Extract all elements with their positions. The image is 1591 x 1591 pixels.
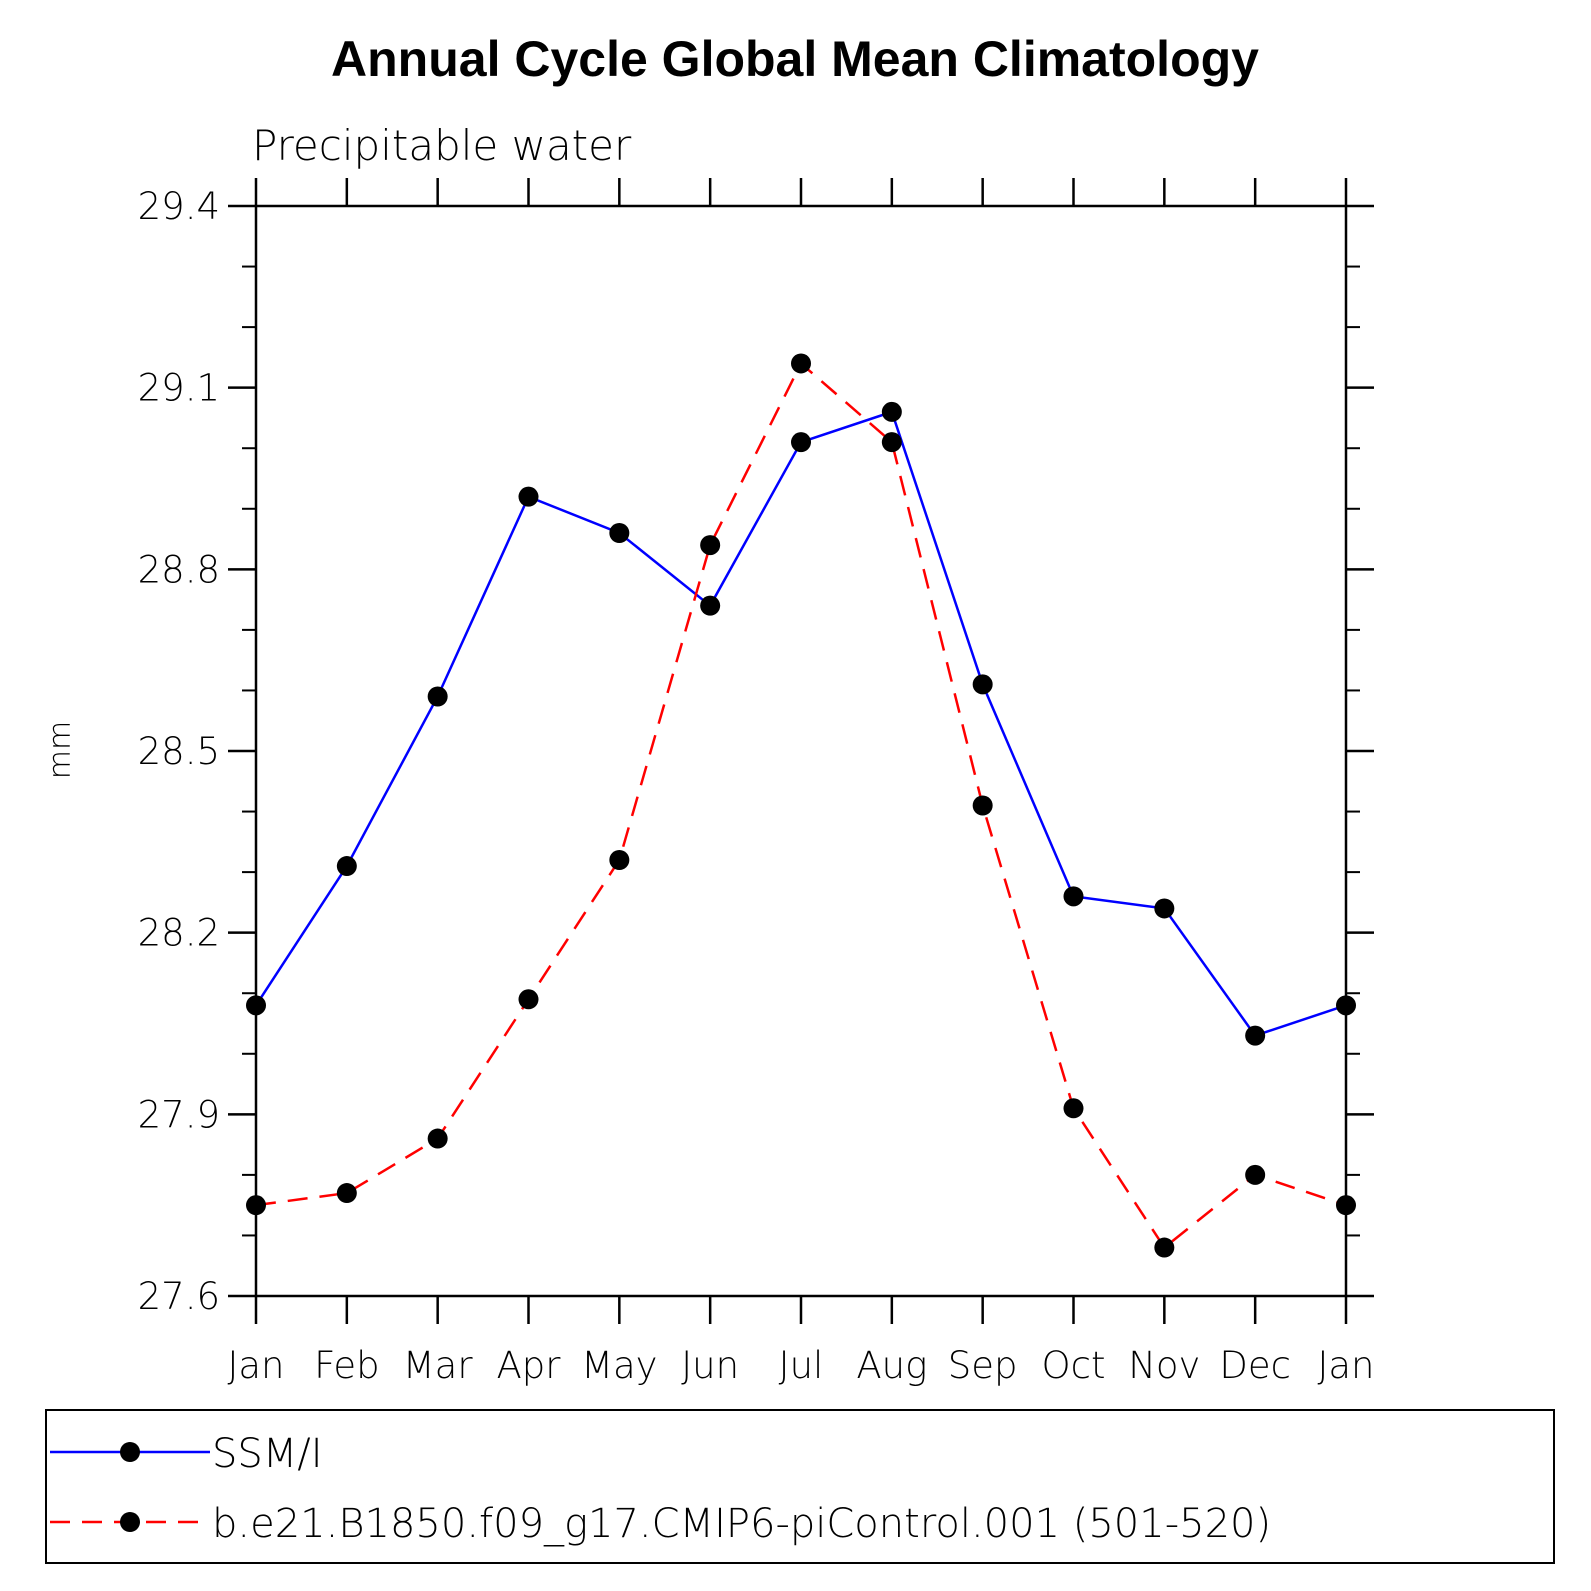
x-tick-label: Jan — [1317, 1344, 1374, 1387]
series-line-1 — [255, 361, 1347, 1250]
series-0-point — [700, 595, 721, 616]
x-tick-label: May — [581, 1344, 658, 1387]
x-tick-label: Feb — [314, 1344, 380, 1387]
x-tick-label: Nov — [1128, 1344, 1200, 1387]
x-tick-label: Mar — [403, 1344, 474, 1387]
y-tick-label: 28.8 — [138, 548, 220, 591]
legend-item-cmip6: b.e21.B1850.f09_g17.CMIP6-piControl.001 … — [50, 1501, 1271, 1547]
chart-title: Annual Cycle Global Mean Climatology — [331, 31, 1259, 87]
x-tick-label: Jul — [779, 1344, 824, 1387]
x-tick-label: Jan — [227, 1344, 284, 1387]
y-tick-label: 27.9 — [138, 1093, 220, 1136]
y-tick-label: 29.4 — [138, 185, 220, 228]
series-1-point — [1063, 1098, 1084, 1119]
y-tick-label: 29.1 — [138, 367, 220, 410]
series-1-point — [427, 1128, 448, 1149]
y-tick-label: 28.5 — [138, 730, 220, 773]
x-tick-label: Jun — [681, 1344, 739, 1387]
series-1-point — [246, 1195, 266, 1216]
x-tick-label: Oct — [1042, 1344, 1106, 1387]
y-tick-label: 28.2 — [138, 912, 220, 955]
series-0-point — [972, 674, 993, 695]
legend-label-ssmi: SSM/I — [212, 1431, 323, 1477]
series-1-point — [700, 535, 721, 556]
series-1-point — [1336, 1195, 1356, 1216]
axes-frame: 27.6 27.9 28.2 28.5 28.8 29.1 29.4 Jan Feb Mar Apr… — [138, 178, 1375, 1387]
y-axis-label: mm — [43, 721, 78, 779]
x-tick-label: Apr — [496, 1344, 561, 1387]
series-0-point — [609, 523, 630, 543]
x-tick-label: Sep — [948, 1344, 1018, 1387]
legend-item-ssmi: SSM/I — [50, 1431, 323, 1477]
legend-label-cmip6: b.e21.B1850.f09_g17.CMIP6-piControl.001 … — [212, 1501, 1271, 1547]
series-1-point — [518, 989, 539, 1010]
series-1-point — [972, 795, 993, 816]
y-tick-label: 27.6 — [138, 1275, 220, 1318]
series-0-point — [1154, 898, 1175, 919]
legend-marker-cmip6 — [120, 1512, 140, 1532]
series-0-point — [791, 432, 811, 453]
series-1-point — [791, 353, 811, 374]
series-0-point — [1063, 886, 1084, 907]
legend-marker-ssmi — [120, 1442, 140, 1462]
plot-area — [246, 353, 1356, 1258]
x-tick-label: Aug — [856, 1344, 927, 1387]
x-tick-label: Dec — [1219, 1344, 1291, 1387]
series-1-point — [1245, 1164, 1266, 1185]
series-1-point — [336, 1183, 357, 1204]
series-0-point — [427, 686, 448, 707]
series-1-point — [881, 432, 902, 453]
series-line-0 — [254, 410, 1347, 1038]
series-0-point — [881, 401, 902, 422]
chart-subtitle: Precipitable water — [252, 121, 632, 170]
series-0-point — [246, 995, 266, 1016]
series-1-point — [1154, 1237, 1175, 1258]
series-1-point — [609, 850, 630, 870]
series-0-point — [518, 486, 539, 507]
series-0-point — [336, 856, 357, 877]
legend-box — [45, 1409, 1555, 1564]
series-0-point — [1245, 1025, 1266, 1046]
series-0-point — [1336, 995, 1356, 1016]
